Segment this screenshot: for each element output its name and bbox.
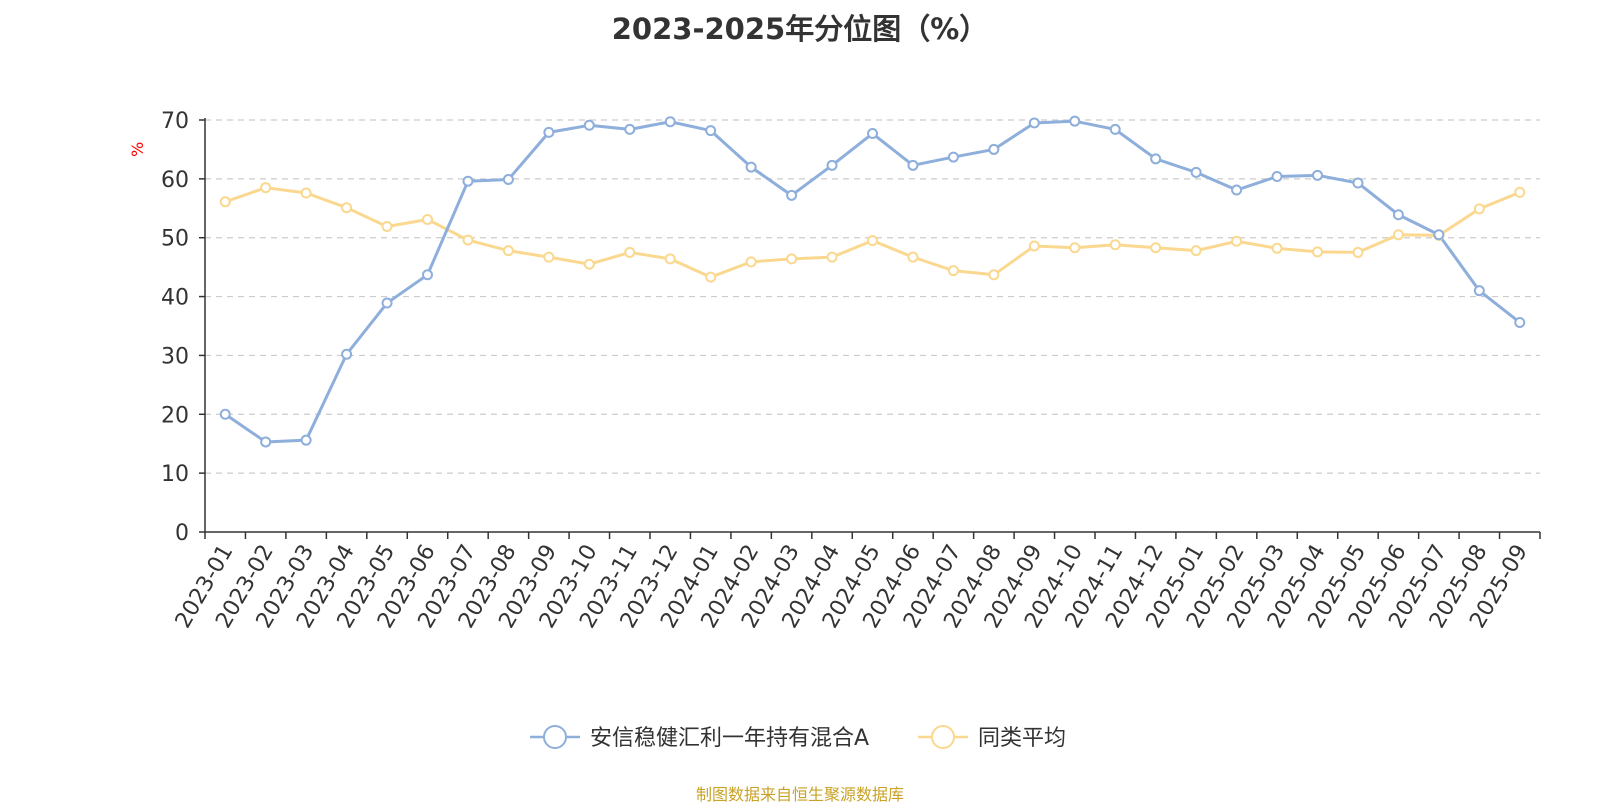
data-point <box>583 258 595 270</box>
data-point <box>907 159 919 171</box>
data-point <box>219 196 231 208</box>
y-tick-label: 40 <box>161 286 189 311</box>
data-point <box>907 251 919 263</box>
data-point <box>381 221 393 233</box>
data-point <box>826 251 838 263</box>
data-point <box>1271 242 1283 254</box>
data-point <box>1352 177 1364 189</box>
data-point <box>786 189 798 201</box>
data-point <box>1231 184 1243 196</box>
data-point <box>1514 186 1526 198</box>
source-note: 制图数据来自恒生聚源数据库 <box>695 785 904 804</box>
legend-marker <box>931 725 955 749</box>
legend-label: 安信稳健汇利一年持有混合A <box>590 726 869 751</box>
legend-marker <box>543 725 567 749</box>
data-point <box>1028 240 1040 252</box>
data-point <box>502 173 514 185</box>
data-point <box>624 123 636 135</box>
data-point <box>1109 239 1121 251</box>
data-point <box>988 143 1000 155</box>
data-point <box>664 253 676 265</box>
data-point <box>300 187 312 199</box>
data-point <box>1473 203 1485 215</box>
series-line <box>224 119 1521 444</box>
data-point <box>219 408 231 420</box>
data-point <box>705 271 717 283</box>
data-point <box>745 256 757 268</box>
y-tick-label: 30 <box>161 344 189 369</box>
data-point <box>300 434 312 446</box>
chart-title: 2023-2025年分位图（%） <box>611 12 989 46</box>
data-point <box>422 269 433 281</box>
data-point <box>705 125 717 137</box>
y-tick-label: 0 <box>175 521 189 546</box>
data-point <box>1150 242 1162 254</box>
data-point <box>1150 153 1162 165</box>
data-point <box>1069 115 1081 127</box>
data-point <box>1231 235 1243 247</box>
data-point <box>1312 169 1323 181</box>
legend-label: 同类平均 <box>978 726 1066 751</box>
data-point <box>260 436 272 448</box>
data-point <box>260 182 272 194</box>
y-tick-label: 10 <box>161 462 189 487</box>
data-point <box>502 245 514 257</box>
data-point <box>381 297 393 309</box>
data-point <box>826 159 838 171</box>
data-point <box>988 269 1000 281</box>
data-point <box>1190 245 1202 257</box>
y-tick-label: 50 <box>161 227 189 252</box>
data-point <box>583 119 595 131</box>
data-point <box>1271 171 1283 183</box>
data-point <box>422 213 433 225</box>
data-point <box>1109 123 1121 135</box>
data-point <box>745 161 757 173</box>
series-line <box>224 186 1521 279</box>
data-point <box>947 151 959 163</box>
data-point <box>1392 229 1404 241</box>
data-point <box>1190 166 1202 178</box>
data-point <box>1473 285 1485 297</box>
data-point <box>543 126 555 138</box>
data-point <box>664 116 676 128</box>
data-point <box>1392 209 1404 221</box>
y-tick-label: 70 <box>161 109 189 134</box>
data-point <box>341 348 353 360</box>
y-tick-label: 60 <box>161 168 189 193</box>
data-point <box>462 175 474 187</box>
y-tick-label: 20 <box>161 403 189 428</box>
data-point <box>867 235 878 247</box>
data-point <box>786 253 798 265</box>
data-point <box>1028 117 1040 129</box>
y-axis-label: % <box>128 142 147 157</box>
data-point <box>624 246 636 258</box>
data-point <box>341 202 353 214</box>
data-point <box>867 128 878 140</box>
data-point <box>1312 246 1323 258</box>
data-point <box>543 251 555 263</box>
data-point <box>1433 229 1445 241</box>
data-point <box>462 234 474 246</box>
data-point <box>1352 246 1364 258</box>
data-point <box>1069 242 1081 254</box>
data-point <box>1514 316 1526 328</box>
data-point <box>947 265 959 277</box>
